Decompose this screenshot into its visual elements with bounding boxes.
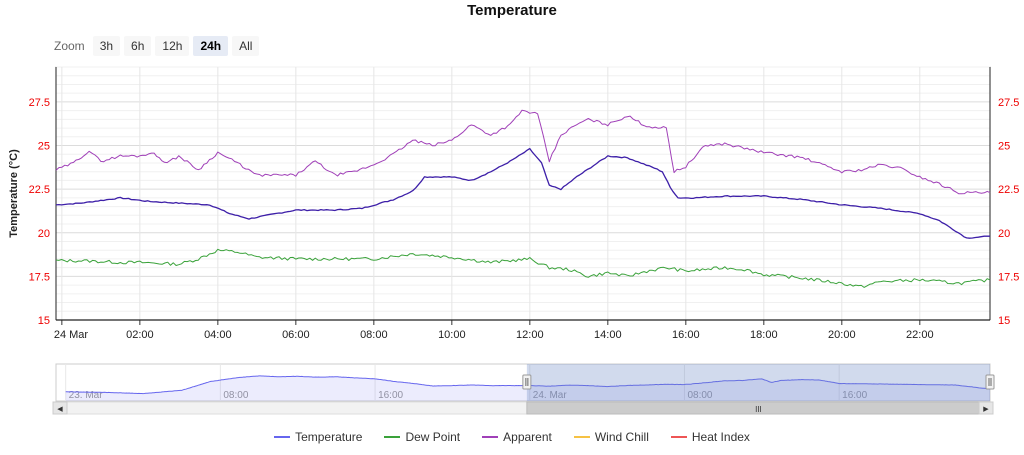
zoom-24h-button[interactable]: 24h <box>193 36 229 56</box>
y-tick-label-right: 17.5 <box>998 271 1019 283</box>
zoom-all-button[interactable]: All <box>232 36 260 56</box>
legend-label-temperature: Temperature <box>295 430 363 444</box>
scrollbar-grip: III <box>755 405 762 414</box>
legend: Temperature Dew Point Apparent Wind Chil… <box>0 430 1024 444</box>
legend-swatch-wind-chill <box>573 436 590 438</box>
navigator-handle-left[interactable] <box>522 374 532 390</box>
legend-swatch-heat-index <box>670 436 687 438</box>
y-tick-label-left: 20 <box>38 228 50 240</box>
x-tick-label: 06:00 <box>282 329 310 341</box>
scrollbar-left-button[interactable] <box>52 401 68 415</box>
legend-item-temperature[interactable]: Temperature <box>274 430 362 444</box>
y-tick-label-left: 15 <box>38 315 50 327</box>
x-tick-label: 20:00 <box>828 329 856 341</box>
navigator-tick-label: 08:00 <box>687 390 712 401</box>
navigator-tick-label: 16:00 <box>842 390 867 401</box>
scrollbar: III ◀ ▶ <box>52 401 994 415</box>
scroll-left-arrow-icon: ◀ <box>57 405 63 413</box>
x-tick-label: 10:00 <box>438 329 466 341</box>
navigator-handle-right[interactable] <box>985 374 995 390</box>
y-tick-label-left: 17.5 <box>29 271 50 283</box>
legend-swatch-apparent <box>482 436 499 438</box>
y-tick-label-right: 27.5 <box>998 97 1019 109</box>
y-tick-label-right: 25 <box>998 141 1010 153</box>
chart-title: Temperature <box>467 2 557 19</box>
series-line-dewpoint <box>55 248 991 288</box>
zoom-selector: Zoom 3h 6h 12h 24h All <box>54 36 263 56</box>
navigator-tick-label: 08:00 <box>223 390 248 401</box>
x-tick-label: 02:00 <box>126 329 154 341</box>
x-tick-label: 08:00 <box>360 329 388 341</box>
y-tick-label-left: 22.5 <box>29 184 50 196</box>
y-tick-label-left: 25 <box>38 141 50 153</box>
y-tick-label-right: 15 <box>998 315 1010 327</box>
x-tick-label: 14:00 <box>594 329 622 341</box>
zoom-6h-button[interactable]: 6h <box>124 36 152 56</box>
navigator: 23. Mar 08:00 16:00 24. Mar 08:00 16:00 <box>55 363 995 402</box>
y-tick-label-left: 27.5 <box>29 97 50 109</box>
zoom-12h-button[interactable]: 12h <box>155 36 190 56</box>
legend-item-wind-chill[interactable]: Wind Chill <box>573 430 649 444</box>
x-tick-label: 16:00 <box>672 329 700 341</box>
legend-item-heat-index[interactable]: Heat Index <box>670 430 750 444</box>
legend-item-apparent[interactable]: Apparent <box>482 430 552 444</box>
zoom-label: Zoom <box>54 39 85 53</box>
x-tick-label: 18:00 <box>750 329 778 341</box>
navigator-tick-label: 24. Mar <box>533 390 568 401</box>
x-tick-label: 04:00 <box>204 329 232 341</box>
legend-label-heat-index: Heat Index <box>691 430 750 444</box>
series-line-temperature <box>55 147 991 239</box>
legend-label-apparent: Apparent <box>503 430 552 444</box>
legend-label-wind-chill: Wind Chill <box>594 430 649 444</box>
x-tick-label: 22:00 <box>906 329 934 341</box>
x-tick-label: 12:00 <box>516 329 544 341</box>
x-tick-label: 24 Mar <box>54 329 89 341</box>
scrollbar-right-button[interactable] <box>978 401 994 415</box>
y-tick-label-right: 22.5 <box>998 184 1019 196</box>
navigator-selection <box>526 364 990 401</box>
y-tick-label-right: 20 <box>998 228 1010 240</box>
legend-swatch-temperature <box>274 436 291 438</box>
scroll-right-arrow-icon: ▶ <box>983 405 989 413</box>
legend-swatch-dew-point <box>384 436 401 438</box>
legend-label-dew-point: Dew Point <box>405 430 461 444</box>
navigator-tick-label: 23. Mar <box>69 390 104 401</box>
zoom-3h-button[interactable]: 3h <box>92 36 121 56</box>
series-line-apparent <box>55 109 991 195</box>
y-axis-title: Temperature (°C) <box>8 149 20 238</box>
plot-area <box>55 66 991 321</box>
legend-item-dew-point[interactable]: Dew Point <box>384 430 460 444</box>
navigator-tick-label: 16:00 <box>378 390 403 401</box>
